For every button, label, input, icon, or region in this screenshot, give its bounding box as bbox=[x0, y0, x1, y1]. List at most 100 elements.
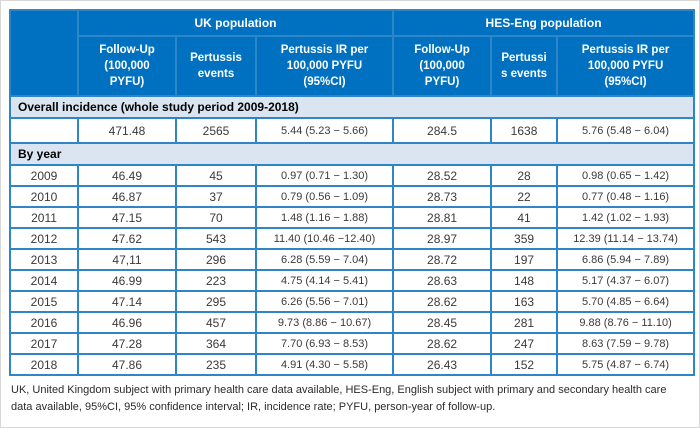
uk-events-cell: 223 bbox=[175, 269, 257, 292]
uk-ir-cell: 0.97 (0.71 − 1.30) bbox=[254, 164, 395, 187]
hes-events-cell: 281 bbox=[490, 311, 559, 334]
hes-followup-cell: 28.62 bbox=[392, 290, 493, 313]
hes-events-cell: 1638 bbox=[490, 117, 559, 144]
year-cell: 2016 bbox=[9, 311, 79, 334]
year-row: 2013 47,11 296 6.28 (5.59 − 7.04) 28.72 … bbox=[9, 248, 696, 271]
year-cell: 2011 bbox=[9, 206, 79, 229]
hes-ir-cell: 0.98 (0.65 − 1.42) bbox=[556, 164, 696, 187]
table-body: Overall incidence (whole study period 20… bbox=[8, 95, 696, 166]
hes-followup-cell: 28.97 bbox=[392, 227, 493, 250]
hes-ir-cell: 8.63 (7.59 − 9.78) bbox=[556, 332, 696, 355]
uk-ir-cell: 6.28 (5.59 − 7.04) bbox=[254, 248, 395, 271]
hes-ir-cell: 0.77 (0.48 − 1.16) bbox=[556, 185, 696, 208]
uk-followup-cell: 46.49 bbox=[77, 164, 177, 187]
hes-ir-cell: 5.70 (4.85 − 6.64) bbox=[556, 290, 696, 313]
header-line: (95%CI) bbox=[303, 76, 346, 89]
year-row: 2010 46.87 37 0.79 (0.56 − 1.09) 28.73 2… bbox=[9, 185, 696, 208]
hes-events-cell: 152 bbox=[490, 353, 559, 376]
uk-followup-cell: 47.28 bbox=[77, 332, 177, 355]
hes-ir-cell: 12.39 (11.14 − 13.74) bbox=[556, 227, 696, 250]
hes-followup-header: Follow-Up (100,000 PYFU) bbox=[392, 35, 493, 97]
uk-followup-header: Follow-Up (100,000 PYFU) bbox=[77, 35, 177, 97]
year-cell: 2015 bbox=[9, 290, 79, 313]
header-line: Pertussis IR per bbox=[280, 43, 369, 56]
hes-events-cell: 197 bbox=[490, 248, 559, 271]
uk-followup-cell: 47,11 bbox=[77, 248, 177, 271]
overall-section-row: Overall incidence (whole study period 20… bbox=[8, 95, 696, 119]
table-header: UK population HES-Eng population Follow-… bbox=[9, 9, 696, 97]
year-row: 2014 46.99 223 4.75 (4.14 − 5.41) 28.63 … bbox=[9, 269, 696, 292]
year-rows-body: 2009 46.49 45 0.97 (0.71 − 1.30) 28.52 2… bbox=[9, 164, 696, 376]
hes-events-cell: 41 bbox=[490, 206, 559, 229]
hes-followup-cell: 28.72 bbox=[392, 248, 493, 271]
year-cell: 2010 bbox=[9, 185, 79, 208]
group-header-row: UK population HES-Eng population bbox=[9, 9, 696, 97]
uk-events-cell: 2565 bbox=[175, 117, 257, 144]
incidence-table: UK population HES-Eng population Follow-… bbox=[8, 9, 696, 376]
uk-events-cell: 543 bbox=[175, 227, 257, 250]
uk-events-cell: 235 bbox=[175, 353, 257, 376]
uk-events-cell: 295 bbox=[175, 290, 257, 313]
hes-followup-cell: 284.5 bbox=[392, 117, 493, 144]
uk-events-cell: 364 bbox=[175, 332, 257, 355]
by-year-section-row: By year bbox=[8, 142, 696, 166]
uk-events-cell: 457 bbox=[175, 311, 257, 334]
hes-events-cell: 28 bbox=[490, 164, 559, 187]
uk-ir-header: Pertussis IR per 100,000 PYFU (95%CI) bbox=[254, 35, 395, 97]
hes-followup-cell: 28.45 bbox=[392, 311, 493, 334]
hes-followup-cell: 28.62 bbox=[392, 332, 493, 355]
uk-ir-cell: 4.75 (4.14 − 5.41) bbox=[254, 269, 395, 292]
header-line: 100,000 PYFU bbox=[286, 59, 363, 72]
hes-events-cell: 163 bbox=[490, 290, 559, 313]
uk-followup-cell: 471.48 bbox=[77, 117, 177, 144]
header-line: Follow-Up bbox=[99, 43, 155, 56]
uk-events-cell: 70 bbox=[175, 206, 257, 229]
hes-followup-cell: 28.81 bbox=[392, 206, 493, 229]
uk-followup-cell: 47.14 bbox=[77, 290, 177, 313]
hes-events-cell: 247 bbox=[490, 332, 559, 355]
header-line: (95%CI) bbox=[604, 76, 647, 89]
uk-ir-cell: 7.70 (6.93 − 8.53) bbox=[254, 332, 395, 355]
hes-ir-cell: 9.88 (8.76 − 11.10) bbox=[556, 311, 696, 334]
year-row: 2011 47.15 70 1.48 (1.16 − 1.88) 28.81 4… bbox=[9, 206, 696, 229]
uk-events-cell: 45 bbox=[175, 164, 257, 187]
uk-ir-cell: 11.40 (10.46 −12.40) bbox=[254, 227, 395, 250]
column-header-row: Follow-Up (100,000 PYFU) Pertussis event… bbox=[10, 35, 696, 97]
header-line: 100,000 PYFU bbox=[587, 59, 664, 72]
uk-events-cell: 296 bbox=[175, 248, 257, 271]
year-cell: 2012 bbox=[9, 227, 79, 250]
hes-events-cell: 22 bbox=[490, 185, 559, 208]
year-cell: 2014 bbox=[9, 269, 79, 292]
year-row: 2018 47.86 235 4.91 (4.30 − 5.58) 26.43 … bbox=[9, 353, 696, 376]
hes-ir-cell: 6.86 (5.94 − 7.89) bbox=[556, 248, 696, 271]
year-row: 2012 47.62 543 11.40 (10.46 −12.40) 28.9… bbox=[9, 227, 696, 250]
table-footnote: UK, United Kingdom subject with primary … bbox=[11, 384, 667, 413]
header-line: PYFU) bbox=[109, 76, 145, 89]
header-line: s events bbox=[501, 68, 548, 80]
hes-events-cell: 359 bbox=[490, 227, 559, 250]
hes-ir-cell: 5.17 (4.37 − 6.07) bbox=[556, 269, 696, 292]
uk-followup-cell: 47.15 bbox=[77, 206, 177, 229]
hes-followup-cell: 26.43 bbox=[392, 353, 493, 376]
uk-followup-cell: 46.99 bbox=[77, 269, 177, 292]
hes-eng-population-group-header: HES-Eng population bbox=[392, 9, 696, 37]
uk-followup-cell: 46.96 bbox=[77, 311, 177, 334]
year-row: 2016 46.96 457 9.73 (8.86 − 10.67) 28.45… bbox=[9, 311, 696, 334]
year-row: 2009 46.49 45 0.97 (0.71 − 1.30) 28.52 2… bbox=[9, 164, 696, 187]
header-line: Pertussis bbox=[190, 51, 242, 64]
year-cell: 2009 bbox=[9, 164, 79, 187]
hes-followup-cell: 28.73 bbox=[392, 185, 493, 208]
uk-followup-cell: 47.86 bbox=[77, 353, 177, 376]
corner-cell bbox=[9, 9, 79, 97]
uk-ir-cell: 4.91 (4.30 − 5.58) bbox=[254, 353, 395, 376]
header-line: Pertussi bbox=[501, 51, 547, 64]
uk-ir-cell: 0.79 (0.56 − 1.09) bbox=[254, 185, 395, 208]
hes-followup-cell: 28.63 bbox=[392, 269, 493, 292]
overall-section-label: Overall incidence (whole study period 20… bbox=[8, 95, 696, 119]
year-cell: 2017 bbox=[9, 332, 79, 355]
uk-ir-cell: 9.73 (8.86 − 10.67) bbox=[254, 311, 395, 334]
hes-events-header: Pertussi s events bbox=[490, 35, 559, 97]
uk-events-header: Pertussis events bbox=[175, 35, 257, 97]
by-year-section-label: By year bbox=[8, 142, 696, 166]
uk-followup-cell: 46.87 bbox=[77, 185, 177, 208]
